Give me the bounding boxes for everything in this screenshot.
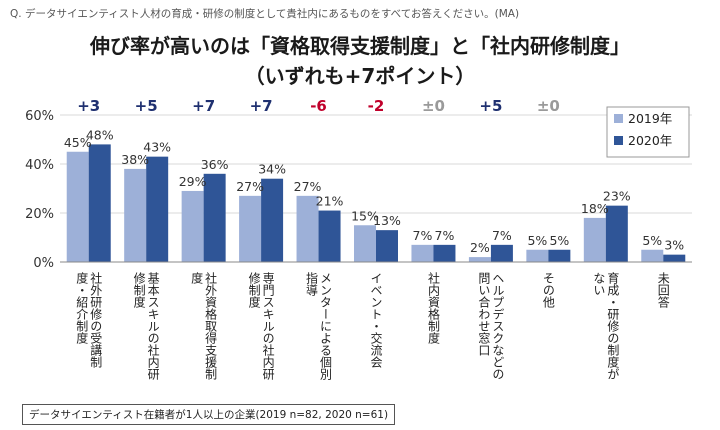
value-label-2020: 48% xyxy=(86,127,114,142)
value-label-2020: 3% xyxy=(664,238,684,253)
value-label-2019: 29% xyxy=(179,174,207,189)
legend: 2019年 2020年 xyxy=(606,106,690,158)
category-label: ない xyxy=(592,272,606,296)
legend-label: 2020年 xyxy=(628,133,672,148)
category-label: 未回答 xyxy=(656,272,670,309)
bar-2020 xyxy=(261,178,284,262)
value-label-2020: 13% xyxy=(373,213,401,228)
change-labels: +3 +5 +7 +7 -6 -2 ±0 +5 ±0 xyxy=(77,97,560,115)
category-label: その他 xyxy=(541,272,555,308)
bar-2019 xyxy=(641,249,664,262)
value-label-2020: 23% xyxy=(603,189,631,204)
value-label-2019: 45% xyxy=(64,135,92,150)
question-text: Q. データサイエンティスト人材の育成・研修の制度として貴社内にあるものをすべて… xyxy=(10,8,520,20)
legend-label: 2019年 xyxy=(628,111,672,126)
value-label-2019: 18% xyxy=(581,201,609,216)
bar-2019 xyxy=(296,195,319,262)
value-label-2019: 27% xyxy=(236,179,264,194)
change-label: +7 xyxy=(192,97,215,115)
value-label-2020: 34% xyxy=(258,162,286,177)
value-label-2019: 7% xyxy=(413,228,433,243)
chart-subtitle: （いずれも+7ポイント） xyxy=(244,64,476,88)
bar-2019 xyxy=(354,225,376,262)
category-label: イベント・交流会 xyxy=(369,272,383,369)
value-label-2020: 5% xyxy=(549,233,569,248)
category-label: 問い合わせ窓口 xyxy=(477,272,491,356)
bar-2019 xyxy=(239,195,262,262)
y-tick-label: 20% xyxy=(25,207,54,222)
value-label-2020: 7% xyxy=(435,228,455,243)
legend-swatch-2019 xyxy=(614,114,623,123)
value-label-2019: 2% xyxy=(470,240,490,255)
change-label: +5 xyxy=(135,97,158,115)
value-label-2020: 36% xyxy=(201,157,229,172)
value-label-2020: 7% xyxy=(492,228,512,243)
bar-2019 xyxy=(66,151,89,262)
bar-2019 xyxy=(181,190,204,262)
bar-2020 xyxy=(490,244,513,262)
change-label: -2 xyxy=(368,97,385,115)
bars xyxy=(66,144,686,262)
change-label: ±0 xyxy=(537,97,560,115)
legend-swatch-2020 xyxy=(614,136,623,145)
value-label-2019: 5% xyxy=(527,233,547,248)
bar-2020 xyxy=(663,254,686,262)
bar-2020 xyxy=(203,173,226,262)
bar-2020 xyxy=(146,156,169,262)
category-label: 度 xyxy=(190,271,204,284)
category-label: 社内資格制度 xyxy=(426,271,440,344)
bar-2020 xyxy=(548,249,571,262)
bar-2019 xyxy=(124,168,147,262)
value-label-2020: 43% xyxy=(143,140,171,155)
category-label: 度・紹介制度 xyxy=(75,271,89,344)
bar-2020 xyxy=(88,144,111,262)
chart-title: 伸び率が高いのは「資格取得支援制度」と「社内研修制度」 xyxy=(90,34,630,58)
bar-2020 xyxy=(318,210,341,262)
bar-2020 xyxy=(433,244,456,262)
value-label-2020: 21% xyxy=(316,194,344,209)
value-label-2019: 15% xyxy=(351,208,379,223)
y-axis: 0% 20% 40% 60% xyxy=(25,109,54,271)
change-label: +5 xyxy=(479,97,502,115)
category-label: 指導 xyxy=(305,271,319,296)
category-label: メンターによる個別 xyxy=(319,272,333,381)
value-label-2019: 27% xyxy=(294,179,322,194)
change-label: +7 xyxy=(250,97,273,115)
value-label-2019: 38% xyxy=(121,152,149,167)
bar-2019 xyxy=(468,257,491,262)
bar-2019 xyxy=(526,249,549,262)
category-label: 育成・研修の制度が xyxy=(606,271,620,380)
change-label: -6 xyxy=(310,97,327,115)
category-label: 基本スキルの社内研 xyxy=(146,272,160,380)
y-tick-label: 40% xyxy=(25,158,54,173)
bar-2020 xyxy=(605,205,628,262)
change-label: +3 xyxy=(77,97,100,115)
category-label: 専門スキルの社内研 xyxy=(261,272,275,380)
category-label: ヘルプデスクなどの xyxy=(491,272,505,380)
value-label-2019: 5% xyxy=(642,233,662,248)
category-label: 修制度 xyxy=(132,271,146,308)
change-label: ±0 xyxy=(422,97,445,115)
category-label: 修制度 xyxy=(247,271,261,308)
value-labels: 45%48%38%43%29%36%27%34%27%21%15%13%7% 7%… xyxy=(64,127,684,255)
bar-2020 xyxy=(376,230,398,262)
bar-2019 xyxy=(411,244,434,262)
y-tick-label: 60% xyxy=(25,109,54,124)
sample-note: データサイエンティスト在籍者が1人以上の企業(2019 n=82, 2020 n… xyxy=(22,404,396,425)
category-label: 社外資格取得支援制 xyxy=(204,271,218,380)
y-tick-label: 0% xyxy=(33,256,54,271)
bar-2019 xyxy=(583,217,606,262)
category-label: 社外研修の受講制 xyxy=(89,271,103,368)
